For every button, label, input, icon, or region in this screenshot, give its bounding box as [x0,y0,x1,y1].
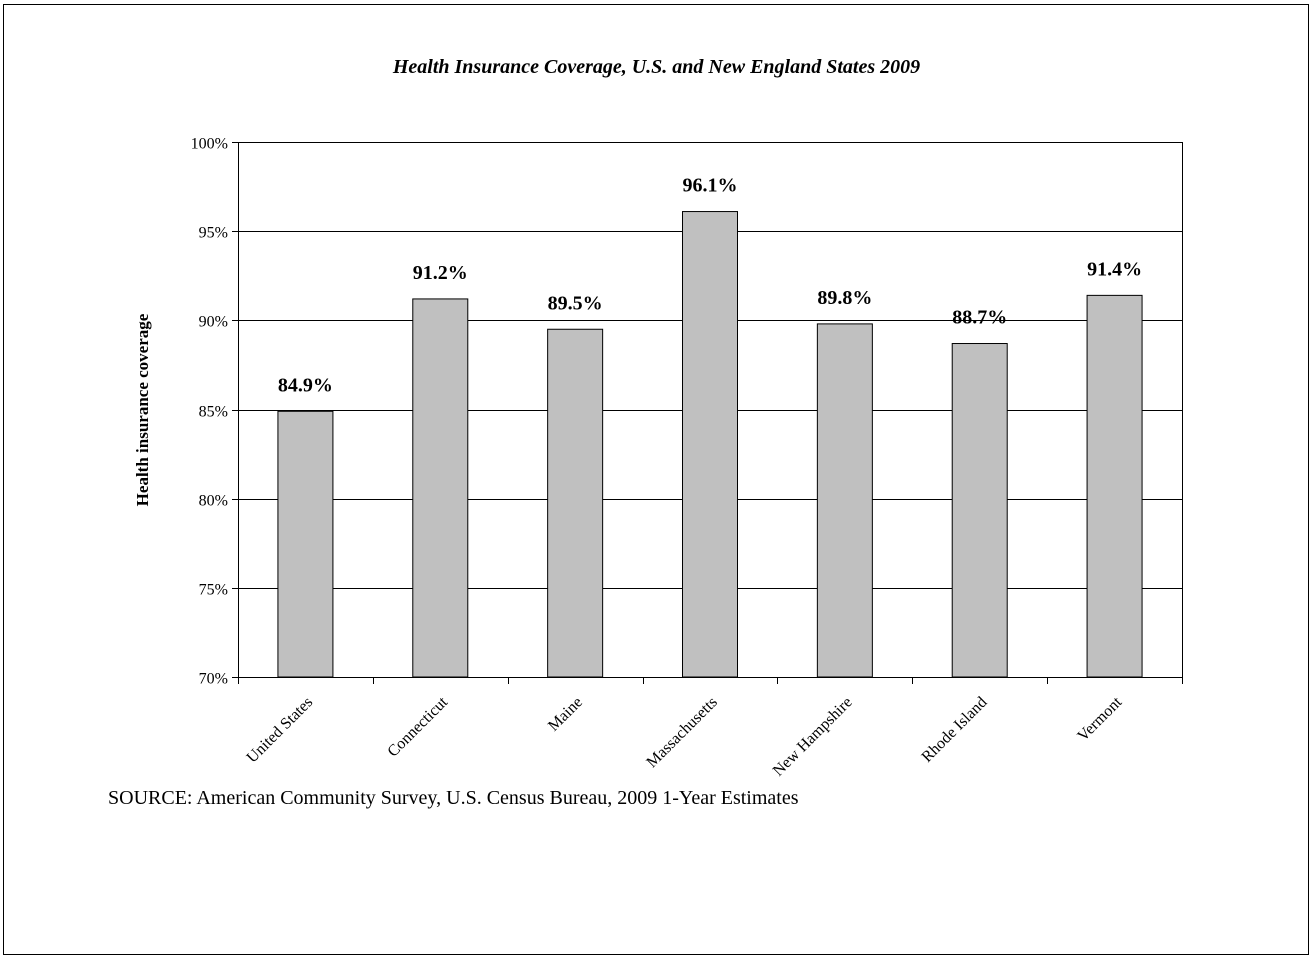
bar-5 [951,343,1008,678]
x-tick-label-4: New Hampshire [770,694,856,780]
data-labels: 84.9% 91.2% 89.5% 96.1% 89.8% 88.7% 91.4% [278,175,1142,397]
y-tick-label-0: 70% [199,671,228,688]
data-label-6: 91.4% [1087,258,1142,280]
bar-3 [682,211,738,678]
y-tick-label-6: 100% [191,136,228,153]
bar-1 [412,298,469,678]
data-label-4: 89.8% [817,287,872,309]
x-tick-label-5: Rhode Island [919,694,991,766]
bars [277,211,1143,678]
y-tick-label-3: 85% [199,404,228,421]
data-label-3: 96.1% [683,175,738,197]
x-tick-label-1: Connecticut [384,693,451,760]
x-tick-labels: United States Connecticut Maine Massachuset… [244,693,1126,779]
bar-4 [816,323,873,678]
bar-2 [547,328,604,678]
data-label-1: 91.2% [413,262,468,284]
chart-title: Health Insurance Coverage, U.S. and New … [392,56,921,78]
y-tick-label-2: 80% [199,493,228,510]
y-tick-label-4: 90% [199,314,228,331]
x-tick-label-0: United States [244,694,317,767]
bar-0 [277,410,334,678]
source-note: SOURCE: American Community Survey, U.S. … [108,787,799,809]
axes [232,142,1183,684]
x-tick-label-6: Vermont [1074,693,1125,744]
x-tick-label-3: Massachusetts [643,694,720,771]
y-tick-labels: 70% 75% 80% 85% 90% 95% 100% [191,136,228,688]
y-tick-label-1: 75% [199,582,228,599]
y-tick-label-5: 95% [199,225,228,242]
data-label-2: 89.5% [548,292,603,314]
data-label-5: 88.7% [952,307,1007,329]
bar-6 [1086,294,1143,678]
x-tick-label-2: Maine [545,694,586,735]
data-label-0: 84.9% [278,374,333,396]
